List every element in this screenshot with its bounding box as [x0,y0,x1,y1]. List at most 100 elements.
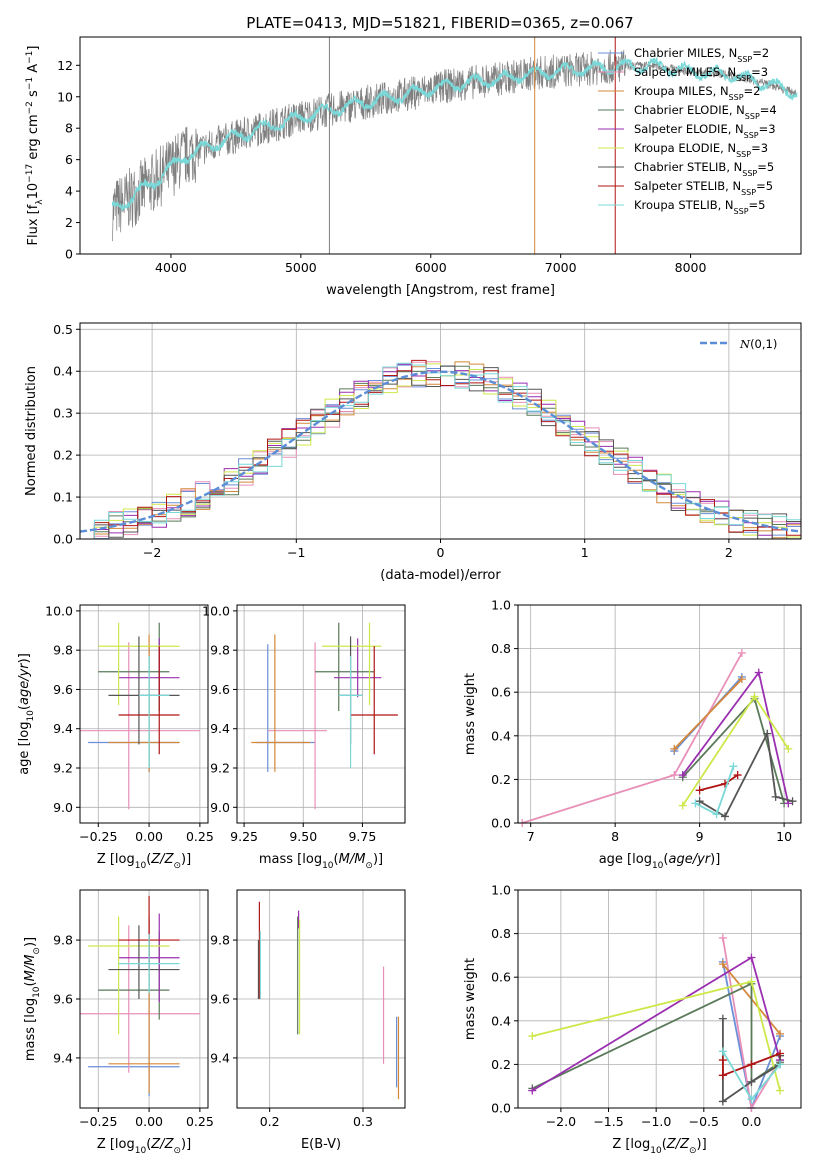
y-tick-label: 0.3 [53,406,73,421]
axes-frame [79,604,209,824]
errorbar-group [80,895,200,1097]
weight-marker [720,812,729,821]
y-tick-label: 9.4 [53,721,73,736]
y-tick-label: 9.8 [210,933,230,948]
y-tick-label: 9.4 [210,721,230,736]
x-tick-label: 7000 [545,260,577,275]
legend-entry: Salpeter MILES, NSSP=3 [634,65,768,83]
y-tick-label: 10.0 [45,603,73,618]
legend-entry: Kroupa ELODIE, NSSP=3 [634,141,768,159]
axes-frame [236,889,406,1109]
x-tick-label: −0.25 [79,1114,117,1129]
y-tick-label: 9.6 [210,682,230,697]
y-tick-label: 0.0 [491,1101,511,1116]
y-tick-label: 0.5 [53,322,73,337]
axes-frame [236,604,406,824]
legend-entry: Kroupa MILES, NSSP=2 [634,84,760,102]
y-tick-label: 0.6 [491,685,511,700]
weight-marker [678,771,687,780]
weight-marker [750,692,759,701]
weight-marker [718,933,727,942]
y-tick-label: 12 [57,58,73,73]
y-tick-label: 4 [65,184,73,199]
y-tick-label: 9.8 [53,643,73,658]
weight-marker [747,1060,756,1069]
y-tick-label: 9.4 [53,1050,73,1065]
y-tick-label: 10 [57,89,73,104]
y-axis-label: Flux [fλ10−17 erg cm−2 s−1 A−1] [25,46,45,246]
weight-marker [733,771,742,780]
x-axis-label: age [log10(age/yr)] [599,852,721,871]
x-tick-label: 0.0 [742,1114,762,1129]
weight-marker [747,1077,756,1086]
y-tick-label: 0.0 [53,532,73,547]
x-tick-label: 0.00 [135,1114,163,1129]
weight-marker [718,1071,727,1080]
x-tick-label: 7 [527,829,535,844]
y-tick-label: 0.4 [491,728,511,743]
y-tick-label: 0.4 [491,1013,511,1028]
y-tick-label: 9.0 [53,800,73,815]
weight-marker [776,1029,785,1038]
figure-title: PLATE=0413, MJD=51821, FIBERID=0365, z=0… [246,14,633,32]
y-tick-label: 0.2 [491,1057,511,1072]
errorbar-group [251,622,398,810]
y-axis-label: mass weight [463,673,478,755]
weight-marker [718,1056,727,1065]
y-tick-label: 0.2 [53,448,73,463]
y-tick-label: 0.2 [491,772,511,787]
x-tick-label: 10 [776,829,792,844]
x-axis-label: mass [log10(M/M⊙)] [259,852,383,871]
x-tick-label: −1.0 [641,1114,671,1129]
weight-marker [784,744,793,753]
x-tick-label: 6000 [415,260,447,275]
legend-entry: Kroupa STELIB, NSSP=5 [634,198,765,216]
y-tick-label: 9.2 [210,761,230,776]
mass-vs-ebv-panel: 0.2 0.3 9.4 9.6 9.8 E(B-V) [210,889,406,1152]
y-axis-label: Normed distribution [24,366,39,496]
y-tick-label: 9.0 [210,800,230,815]
observed-spectrum [112,49,797,242]
y-tick-label: 8 [65,121,73,136]
weight-marker [528,1086,537,1095]
x-tick-label: −0.5 [689,1114,719,1129]
y-tick-label: 9.2 [53,761,73,776]
weight-marker [691,799,700,808]
x-axis-label: E(B-V) [301,1137,341,1152]
x-tick-label: −1 [287,545,305,560]
x-axis-label: Z [log10(Z/Z⊙)] [97,1137,191,1156]
x-tick-label: 0 [437,545,445,560]
weight-line [521,652,743,824]
y-tick-label: 0.1 [53,490,73,505]
x-axis-label: (data-model)/error [380,568,501,583]
x-tick-label: 9.25 [230,829,258,844]
y-tick-label: 1.0 [491,883,511,898]
legend-entry: Chabrier ELODIE, NSSP=4 [634,103,777,121]
y-tick-label: 6 [65,152,73,167]
y-tick-label: 2 [65,215,73,230]
weight-line [722,1052,781,1077]
weight-line [531,982,781,1090]
y-axis-label: mass weight [463,958,478,1040]
weight-marker [776,1049,785,1058]
x-tick-label: −2.0 [546,1114,576,1129]
weight-marker [695,786,704,795]
weight-marker [771,792,780,801]
legend-entry: Salpeter ELODIE, NSSP=3 [634,122,776,140]
x-tick-label: 0.25 [186,829,214,844]
x-axis-label: Z [log10(Z/Z⊙)] [97,852,191,871]
y-tick-label: 9.6 [210,992,230,1007]
errorbar-group [80,622,200,810]
x-tick-label: 8000 [675,260,707,275]
weight-marker [670,744,679,753]
y-tick-label: 9.4 [210,1050,230,1065]
y-tick-label: 0.4 [53,364,73,379]
y-tick-label: 9.8 [210,643,230,658]
x-tick-label: 2 [725,545,733,560]
y-tick-label: 9.6 [53,992,73,1007]
y-tick-label: 0.6 [491,970,511,985]
legend-entry: Salpeter STELIB, NSSP=5 [634,179,773,197]
age-vs-mass-panel: 9.25 9.50 9.75 9.0 9.2 9.4 9.6 9.8 10.0 mass [log… [202,603,406,871]
weight-marker [718,960,727,969]
